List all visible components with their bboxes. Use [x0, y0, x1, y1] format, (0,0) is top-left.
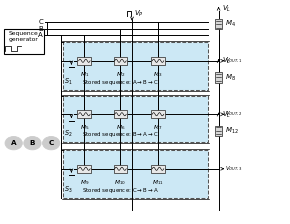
Text: C: C — [38, 19, 43, 25]
Text: Sequence
generator: Sequence generator — [9, 31, 39, 42]
Text: $M_{11}$: $M_{11}$ — [152, 178, 164, 187]
Bar — [114, 110, 127, 118]
Circle shape — [5, 136, 22, 150]
Bar — [114, 165, 127, 173]
Text: $M_6$: $M_6$ — [116, 123, 125, 132]
Bar — [151, 57, 165, 65]
Text: $M_7$: $M_7$ — [153, 123, 163, 132]
Text: $M_9$: $M_9$ — [80, 178, 89, 187]
Text: $M_3$: $M_3$ — [153, 70, 163, 79]
Text: B: B — [38, 26, 43, 32]
Bar — [215, 126, 222, 136]
Circle shape — [43, 136, 60, 150]
Text: $M_5$: $M_5$ — [80, 123, 89, 132]
Text: Stored sequence: C$\rightarrow$B$\rightarrow$A: Stored sequence: C$\rightarrow$B$\righta… — [81, 186, 158, 195]
Text: $S_1$: $S_1$ — [64, 77, 72, 87]
Bar — [114, 57, 127, 65]
Bar — [63, 96, 209, 142]
Bar — [3, 28, 44, 54]
Text: A: A — [11, 140, 17, 146]
Text: A: A — [38, 32, 43, 38]
Text: C: C — [48, 140, 54, 146]
Bar — [151, 110, 165, 118]
Text: Stored sequence: A$\rightarrow$B$\rightarrow$C: Stored sequence: A$\rightarrow$B$\righta… — [81, 78, 158, 87]
Bar — [215, 19, 222, 29]
Text: $S_3$: $S_3$ — [64, 185, 72, 195]
Circle shape — [24, 136, 41, 150]
Text: $M_{12}$: $M_{12}$ — [225, 126, 239, 136]
Text: $V_L$: $V_L$ — [222, 4, 231, 14]
Text: $V_{OUT,2}$: $V_{OUT,2}$ — [225, 110, 243, 118]
Text: $M_8$: $M_8$ — [225, 72, 236, 83]
Bar — [77, 165, 91, 173]
Text: $M_2$: $M_2$ — [116, 70, 125, 79]
Text: $V_{OUT,3}$: $V_{OUT,3}$ — [225, 165, 243, 173]
Text: $M_{10}$: $M_{10}$ — [115, 178, 126, 187]
Text: $M_1$: $M_1$ — [80, 70, 89, 79]
Text: $V_{OUT,1}$: $V_{OUT,1}$ — [225, 57, 243, 65]
Bar — [151, 165, 165, 173]
Bar — [77, 57, 91, 65]
Text: $V_L$: $V_L$ — [222, 110, 231, 120]
Bar — [215, 72, 222, 83]
Text: $V_P$: $V_P$ — [134, 9, 144, 19]
Text: $S_2$: $S_2$ — [64, 129, 72, 139]
Text: B: B — [30, 140, 35, 146]
Bar — [63, 150, 209, 198]
Text: $V_L$: $V_L$ — [222, 56, 231, 66]
Bar — [77, 110, 91, 118]
Text: Stored sequence: B$\rightarrow$A$\rightarrow$C: Stored sequence: B$\rightarrow$A$\righta… — [81, 130, 158, 139]
Bar — [63, 42, 209, 90]
Text: $M_4$: $M_4$ — [225, 19, 236, 29]
